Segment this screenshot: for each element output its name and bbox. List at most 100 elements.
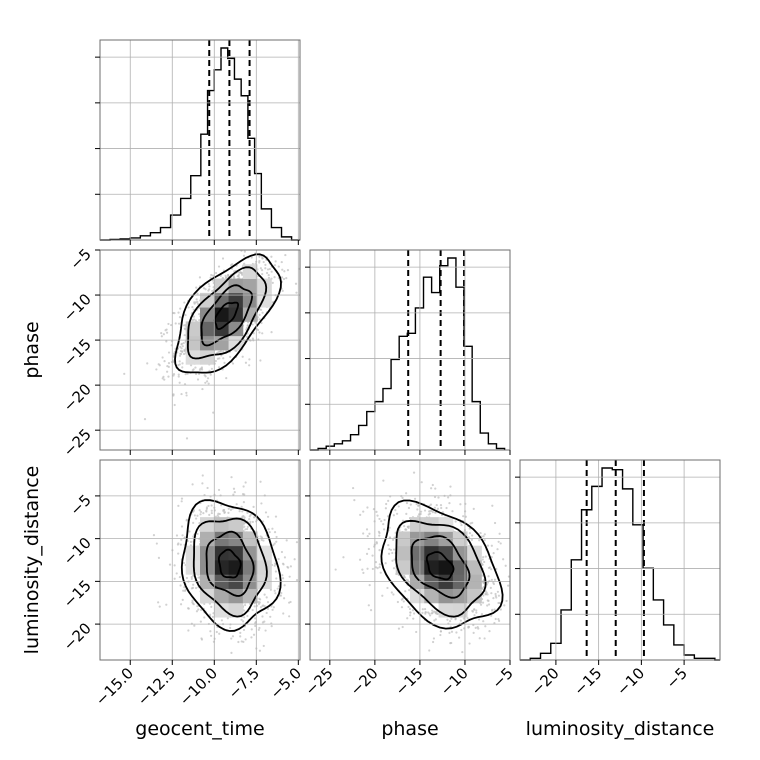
sample-point — [152, 534, 156, 537]
sample-point — [210, 605, 213, 608]
sample-point — [193, 302, 196, 305]
sample-point — [183, 586, 186, 589]
sample-point — [199, 620, 202, 623]
sample-point — [260, 308, 263, 311]
sample-point — [382, 528, 386, 531]
sample-point — [211, 615, 215, 618]
sample-point — [378, 566, 381, 569]
sample-point — [403, 574, 406, 577]
sample-point — [165, 340, 168, 343]
sample-point — [275, 577, 278, 580]
sample-point — [196, 378, 200, 381]
histogram-geocent_time — [100, 47, 300, 241]
contour-line — [192, 517, 268, 618]
sample-point — [216, 357, 219, 360]
sample-point — [362, 571, 365, 574]
sample-point — [477, 618, 481, 621]
sample-point — [211, 289, 214, 293]
sample-point — [375, 510, 378, 514]
sample-point — [281, 562, 285, 565]
y-tick-label: −15 — [60, 576, 95, 611]
sample-point — [227, 274, 230, 277]
sample-point — [191, 483, 194, 486]
sample-point — [280, 260, 283, 264]
sample-point — [209, 373, 212, 376]
sample-point — [177, 542, 180, 545]
sample-point — [401, 519, 405, 522]
sample-point — [433, 619, 436, 622]
sample-point — [180, 500, 183, 503]
sample-point — [362, 532, 365, 535]
sample-point — [143, 418, 147, 421]
sample-point — [492, 552, 495, 555]
density-cell — [185, 335, 201, 351]
sample-point — [251, 520, 254, 524]
joint-geocent_time-phase — [123, 248, 308, 440]
sample-point — [384, 562, 387, 565]
contour-line — [200, 284, 254, 347]
sample-point — [391, 538, 395, 541]
sample-point — [193, 514, 196, 517]
sample-point — [260, 538, 263, 541]
sample-point — [374, 561, 378, 564]
sample-point — [265, 611, 268, 615]
sample-point — [277, 265, 280, 268]
sample-point — [273, 531, 277, 534]
sample-point — [179, 352, 182, 355]
sample-point — [217, 488, 221, 492]
sample-point — [204, 288, 207, 291]
sample-point — [467, 536, 471, 539]
sample-point — [252, 332, 255, 335]
sample-point — [393, 536, 396, 539]
sample-point — [188, 530, 191, 533]
sample-point — [342, 556, 345, 559]
sample-point — [178, 354, 182, 357]
sample-point — [208, 513, 211, 517]
sample-point — [289, 600, 292, 604]
sample-point — [239, 635, 242, 638]
sample-point — [123, 372, 126, 375]
sample-point — [218, 350, 222, 353]
density-cell — [257, 560, 272, 575]
density-cell — [395, 545, 411, 561]
sample-point — [245, 326, 249, 329]
sample-point — [394, 509, 397, 512]
joint-geocent_time-luminosity_distance — [152, 474, 300, 654]
sample-point — [243, 521, 246, 525]
sample-point — [490, 555, 493, 559]
sample-point — [275, 535, 278, 539]
sample-point — [468, 642, 471, 645]
sample-point — [415, 630, 418, 634]
sample-point — [401, 496, 404, 500]
sample-point — [217, 265, 221, 268]
sample-point — [242, 501, 246, 504]
sample-point — [454, 520, 457, 523]
sample-point — [199, 608, 203, 612]
sample-point — [391, 559, 394, 562]
sample-point — [268, 531, 271, 534]
sample-point — [366, 506, 369, 509]
sample-point — [202, 512, 205, 515]
sample-point — [178, 381, 181, 384]
sample-point — [246, 614, 249, 618]
sample-point — [259, 480, 262, 483]
sample-point — [157, 363, 160, 366]
sample-point — [253, 515, 256, 519]
sample-point — [306, 248, 308, 250]
sample-point — [254, 624, 257, 628]
sample-point — [497, 619, 501, 623]
sample-point — [393, 558, 396, 561]
sample-point — [192, 368, 195, 371]
sample-point — [177, 504, 180, 507]
sample-point — [493, 578, 497, 581]
sample-point — [412, 471, 416, 474]
sample-point — [383, 518, 386, 522]
sample-point — [198, 312, 201, 316]
sample-point — [240, 505, 243, 508]
sample-point — [267, 276, 271, 280]
sample-point — [375, 542, 378, 545]
sample-point — [272, 606, 275, 609]
sample-point — [409, 503, 412, 506]
sample-point — [259, 606, 263, 609]
sample-point — [401, 597, 404, 600]
